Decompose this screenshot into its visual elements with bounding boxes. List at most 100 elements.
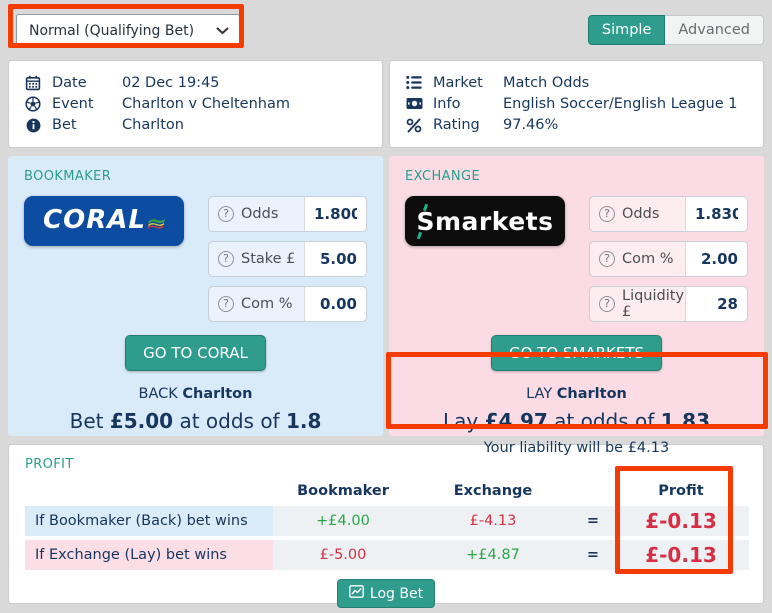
info-label: Info xyxy=(433,95,461,112)
info-circle-icon xyxy=(23,118,43,133)
lay-side-label: LAY xyxy=(526,386,553,402)
table-row-bookmaker-wins: If Bookmaker (Back) bet wins +£4.00 £-4.… xyxy=(25,506,749,536)
help-icon[interactable]: ? xyxy=(218,251,234,267)
profit-card: PROFIT Bookmaker Exchange Profit If Book… xyxy=(8,444,764,608)
bookmaker-odds-label: Odds xyxy=(241,206,279,222)
bookmaker-inputs: ? Odds ? Stake £ ? Com % xyxy=(208,196,367,322)
date-label: Date xyxy=(52,74,87,91)
exchange-liquidity-label: Liquidity £ xyxy=(622,288,685,320)
row-label: If Exchange (Lay) bet wins xyxy=(25,540,273,570)
bookmaker-section-label: BOOKMAKER xyxy=(24,169,112,184)
bookmaker-column-header: Bookmaker xyxy=(297,483,389,499)
exchange-inputs: ? Odds ? Com % ? Liquidity £ xyxy=(589,196,748,322)
back-selection: Charlton xyxy=(182,386,253,402)
market-details-card: Market Match Odds Info English Soccer/En… xyxy=(389,60,764,148)
help-icon[interactable]: ? xyxy=(218,206,234,222)
event-label: Event xyxy=(52,95,94,112)
exchange-odds-input[interactable] xyxy=(685,197,747,231)
exchange-top: Smarkets ? Odds ? Com % ? Liq xyxy=(405,196,748,322)
go-to-smarkets-button[interactable]: GO TO SMARKETS xyxy=(490,335,663,371)
exchange-liquidity-group: ? Liquidity £ xyxy=(589,286,748,322)
date-row: Date 02 Dec 19:45 xyxy=(23,72,368,93)
lay-odds-value: 1.83 xyxy=(660,409,711,433)
bookmaker-stake-group: ? Stake £ xyxy=(208,241,367,277)
equals-sign: = xyxy=(573,540,613,570)
bookmaker-stake-label: Stake £ xyxy=(241,251,296,267)
back-side-label: BACK xyxy=(138,386,178,402)
row-label: If Bookmaker (Back) bet wins xyxy=(25,506,273,536)
exchange-commission-label: Com % xyxy=(622,251,674,267)
lay-bet-instruction: Lay £4.97 at odds of 1.83 xyxy=(442,409,711,433)
exchange-bet-summary: LAY Charlton Lay £4.97 at odds of 1.83 Y… xyxy=(405,386,748,456)
exchange-commission-input[interactable] xyxy=(685,242,747,276)
profit-section-label: PROFIT xyxy=(25,457,74,472)
equals-sign: = xyxy=(573,506,613,536)
smarkets-logo-initial: S xyxy=(416,206,435,236)
exchange-wins-bookmaker-return: £-5.00 xyxy=(273,540,413,570)
bet-value: Charlton xyxy=(122,117,184,134)
info-value: English Soccer/English League 1 xyxy=(503,95,738,112)
event-details-card: Date 02 Dec 19:45 Event Charlton v Chelt… xyxy=(8,60,383,148)
exchange-odds-label: Odds xyxy=(622,206,660,222)
exchange-liquidity-input[interactable] xyxy=(685,287,747,321)
lay-selection: Charlton xyxy=(556,386,627,402)
go-to-coral-button[interactable]: GO TO CORAL xyxy=(125,335,266,371)
bookmaker-top: CORAL ? Odds ? Stake £ ? Com xyxy=(24,196,367,322)
chevron-down-icon xyxy=(216,23,229,39)
advanced-mode-button[interactable]: Advanced xyxy=(665,15,764,45)
bookmaker-wins-bookmaker-return: +£4.00 xyxy=(273,506,413,536)
market-value: Match Odds xyxy=(503,74,590,91)
date-value: 02 Dec 19:45 xyxy=(122,74,220,91)
rating-label: Rating xyxy=(433,117,480,134)
market-label: Market xyxy=(433,74,483,91)
coral-logo-text: CORAL xyxy=(43,205,146,235)
bet-type-select[interactable]: Normal (Qualifying Bet) xyxy=(16,14,240,47)
exchange-commission-group: ? Com % xyxy=(589,241,748,277)
bookmaker-wins-profit: £-0.13 xyxy=(613,506,749,536)
rating-value: 97.46% xyxy=(503,117,559,134)
bookmaker-odds-input[interactable] xyxy=(304,197,366,231)
exchange-panel: EXCHANGE Smarkets ? Odds ? Com % xyxy=(389,156,764,456)
info-row-line: Info English Soccer/English League 1 xyxy=(404,93,749,114)
back-stake-amount: £5.00 xyxy=(109,409,174,433)
percent-icon xyxy=(404,118,424,133)
bet-label: Bet xyxy=(52,117,77,134)
log-bet-button[interactable]: Log Bet xyxy=(336,579,436,608)
top-bar: Normal (Qualifying Bet) Simple Advanced xyxy=(8,8,764,54)
simple-mode-button[interactable]: Simple xyxy=(587,15,666,45)
exchange-odds-group: ? Odds xyxy=(589,196,748,232)
exchange-section-label: EXCHANGE xyxy=(405,169,481,184)
exchange-wins-profit: £-0.13 xyxy=(613,540,749,570)
back-odds-value: 1.8 xyxy=(285,409,322,433)
info-cards-row: Date 02 Dec 19:45 Event Charlton v Chelt… xyxy=(8,60,764,148)
bet-type-selected-value: Normal (Qualifying Bet) xyxy=(29,22,195,39)
help-icon[interactable]: ? xyxy=(599,251,615,267)
help-icon[interactable]: ? xyxy=(599,296,615,312)
bookmaker-bet-summary: BACK Charlton Bet £5.00 at odds of 1.8 xyxy=(24,386,367,433)
help-icon[interactable]: ? xyxy=(218,296,234,312)
help-icon[interactable]: ? xyxy=(599,206,615,222)
calendar-icon xyxy=(23,75,43,91)
profit-column-header: Profit xyxy=(658,483,704,499)
bookmaker-commission-input[interactable] xyxy=(304,287,366,321)
table-row-exchange-wins: If Exchange (Lay) bet wins £-5.00 +£4.87… xyxy=(25,540,749,570)
event-row: Event Charlton v Cheltenham xyxy=(23,93,368,114)
lay-stake-amount: £4.97 xyxy=(484,409,548,433)
bookmaker-odds-group: ? Odds xyxy=(208,196,367,232)
banknote-icon xyxy=(404,97,424,110)
bookmaker-wins-exchange-return: £-4.13 xyxy=(413,506,573,536)
exchange-wins-exchange-return: +£4.87 xyxy=(413,540,573,570)
liability-note: Your liability will be £4.13 xyxy=(483,440,670,456)
smarkets-logo-text: markets xyxy=(435,206,554,236)
event-value: Charlton v Cheltenham xyxy=(122,95,290,112)
list-icon xyxy=(404,75,424,90)
bookmaker-commission-group: ? Com % xyxy=(208,286,367,322)
bookmaker-stake-input[interactable] xyxy=(304,242,366,276)
coral-logo: CORAL xyxy=(24,196,184,246)
coral-flag-icon xyxy=(147,207,165,237)
soccer-ball-icon xyxy=(23,96,43,112)
bookmaker-commission-label: Com % xyxy=(241,296,293,312)
market-row: Market Match Odds xyxy=(404,72,749,93)
bookmaker-panel: BOOKMAKER CORAL ? Odds ? Stake £ xyxy=(8,156,383,436)
